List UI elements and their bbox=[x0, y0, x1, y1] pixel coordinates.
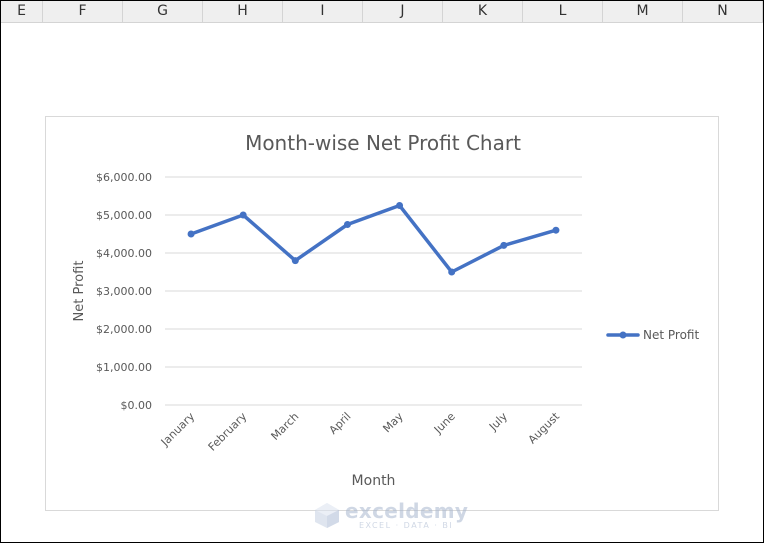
x-tick-label: February bbox=[206, 410, 250, 454]
column-header-e[interactable]: E bbox=[1, 1, 43, 22]
watermark: exceldemy EXCEL · DATA · BI bbox=[313, 499, 468, 531]
data-point bbox=[396, 202, 404, 209]
column-header-h[interactable]: H bbox=[203, 1, 283, 22]
y-tick-label: $5,000.00 bbox=[96, 209, 152, 222]
data-point bbox=[239, 211, 247, 219]
y-tick-label: $6,000.00 bbox=[96, 171, 152, 184]
y-tick-label: $4,000.00 bbox=[96, 247, 152, 260]
y-axis-label: Net Profit bbox=[72, 261, 87, 322]
watermark-tagline: EXCEL · DATA · BI bbox=[359, 521, 454, 530]
x-tick-label: August bbox=[526, 409, 563, 446]
x-tick-label: January bbox=[158, 410, 198, 450]
x-tick-label: June bbox=[431, 410, 458, 437]
series-line-net-profit bbox=[189, 203, 558, 274]
x-tick-label: May bbox=[380, 410, 406, 436]
column-header-k[interactable]: K bbox=[443, 1, 523, 22]
chart-area[interactable]: Month-wise Net Profit Chart $0.00 $1,000.0… bbox=[45, 116, 719, 511]
data-point bbox=[552, 226, 560, 234]
column-header-j[interactable]: J bbox=[363, 1, 443, 22]
x-axis-label: Month bbox=[352, 473, 396, 489]
watermark-name: exceldemy bbox=[345, 499, 469, 523]
column-header-i[interactable]: I bbox=[283, 1, 363, 22]
legend-label: Net Profit bbox=[643, 328, 699, 342]
y-tick-label: $2,000.00 bbox=[96, 323, 152, 336]
column-header-n[interactable]: N bbox=[683, 1, 763, 22]
y-tick-label: $1,000.00 bbox=[96, 361, 152, 374]
column-header-g[interactable]: G bbox=[123, 1, 203, 22]
column-header-m[interactable]: M bbox=[603, 1, 683, 22]
data-point bbox=[448, 268, 456, 276]
x-tick-label: March bbox=[269, 410, 302, 443]
data-point bbox=[187, 230, 195, 238]
y-tick-label: $3,000.00 bbox=[96, 285, 152, 298]
chart-title: Month-wise Net Profit Chart bbox=[245, 131, 521, 155]
data-point bbox=[343, 221, 351, 228]
column-header-f[interactable]: F bbox=[43, 1, 123, 22]
legend-marker-icon bbox=[619, 331, 627, 339]
data-point bbox=[500, 241, 508, 249]
line-chart: Month-wise Net Profit Chart $0.00 $1,000.0… bbox=[72, 131, 699, 489]
column-header-l[interactable]: L bbox=[523, 1, 603, 22]
data-point bbox=[291, 257, 299, 265]
x-tick-label: April bbox=[327, 410, 354, 437]
exceldemy-logo-icon bbox=[315, 503, 339, 528]
y-tick-label: $0.00 bbox=[121, 399, 153, 412]
x-tick-label: July bbox=[486, 410, 510, 434]
